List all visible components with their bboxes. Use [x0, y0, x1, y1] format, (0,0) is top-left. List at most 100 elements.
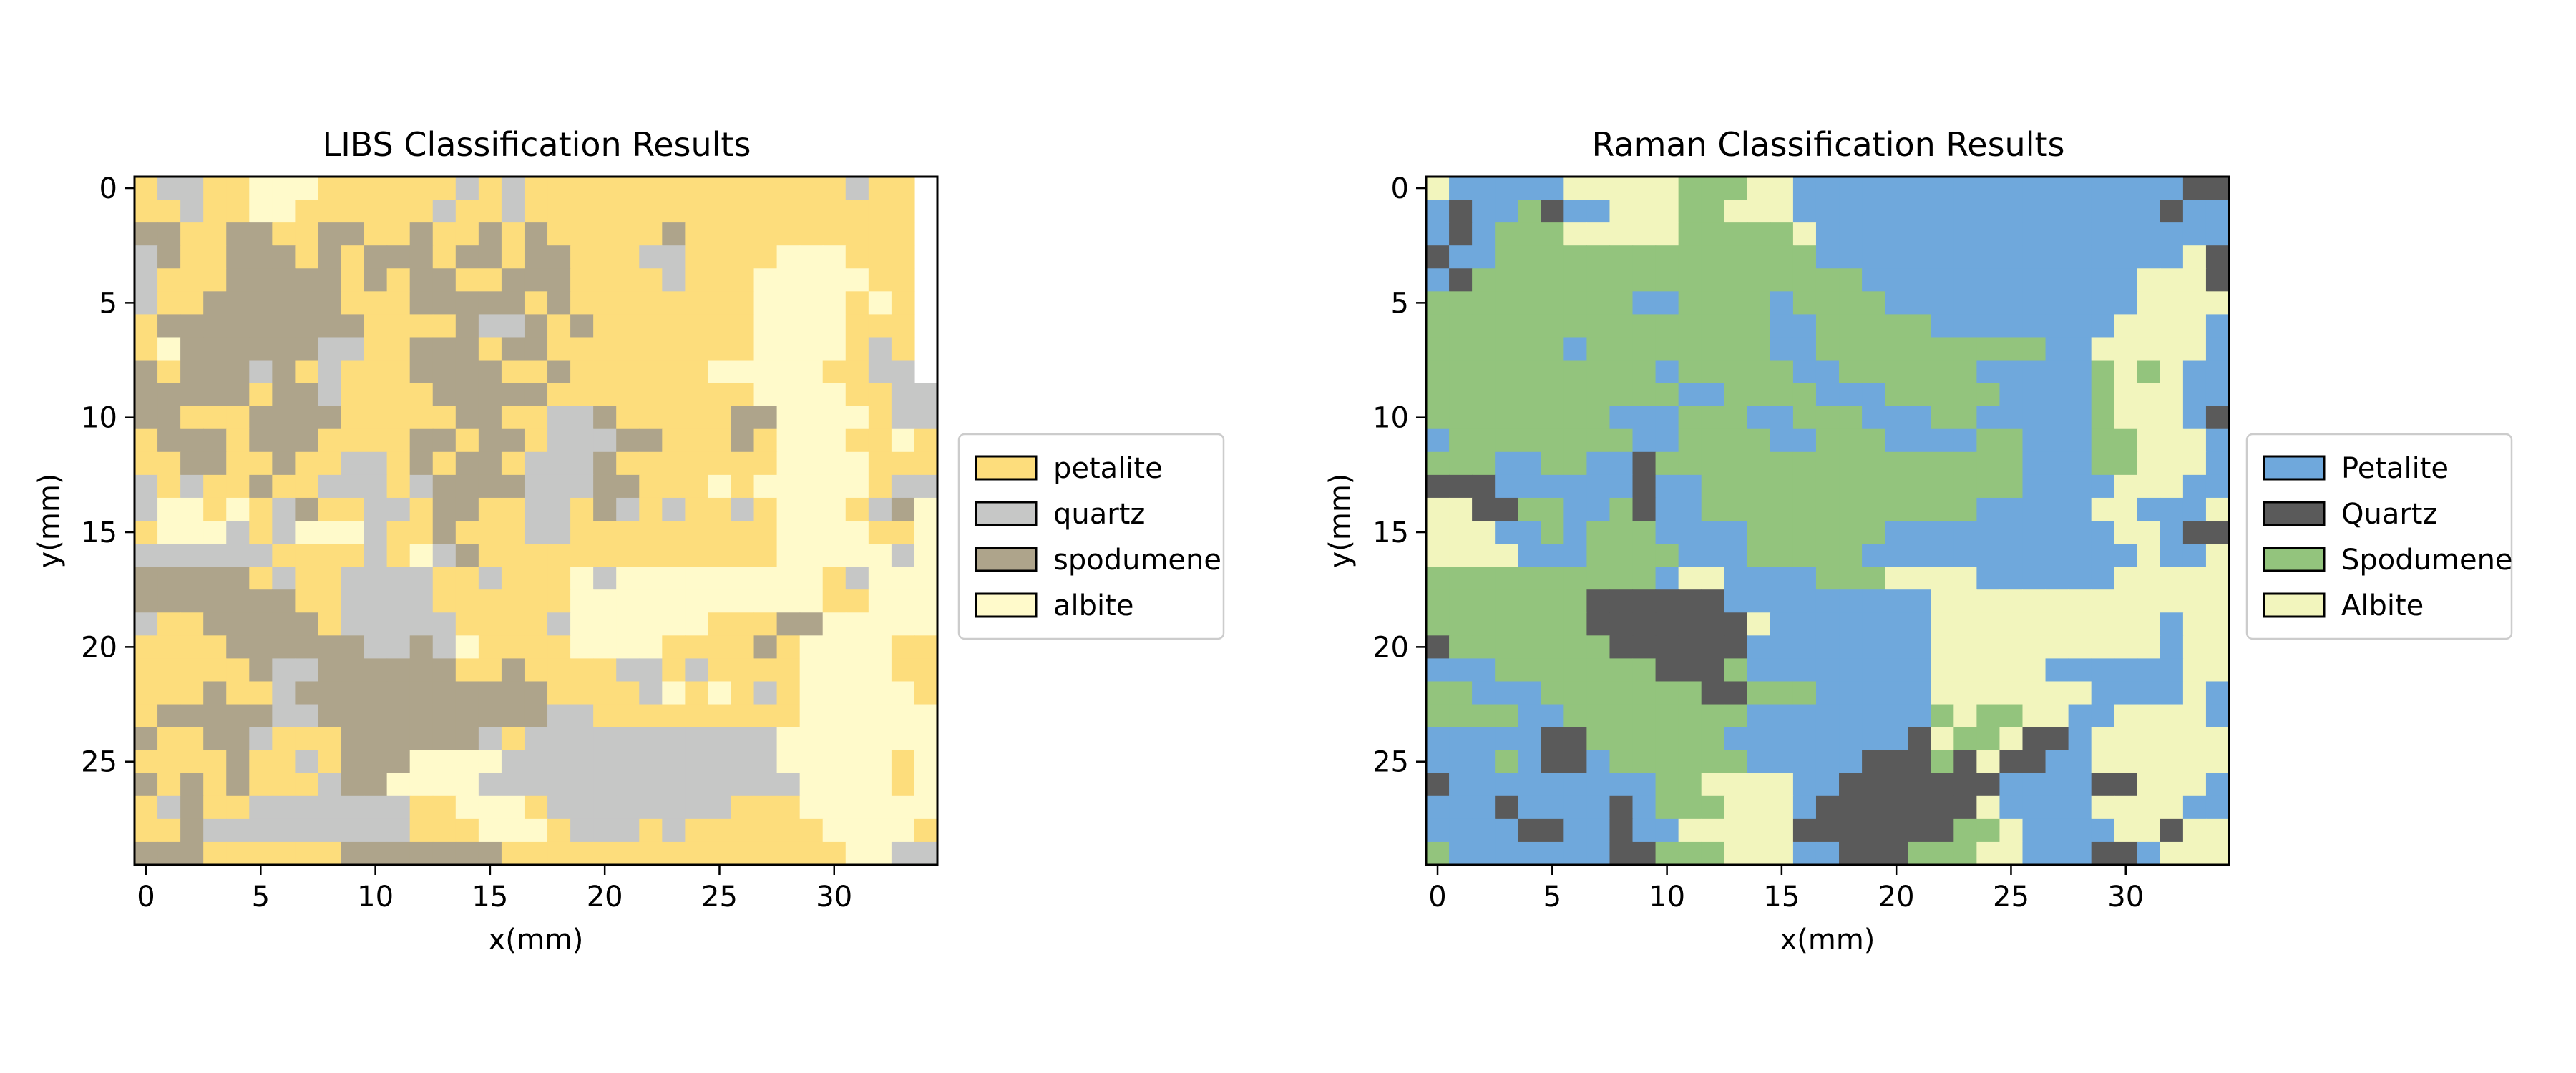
heatmap-cell	[2182, 406, 2207, 430]
heatmap-cell	[501, 222, 525, 246]
legend-label: spodumene	[1053, 544, 1221, 577]
heatmap-cell	[501, 658, 525, 682]
heatmap-cell	[639, 337, 663, 361]
heatmap-cell	[1747, 245, 1771, 269]
heatmap-cell	[341, 841, 365, 866]
heatmap-cell	[1701, 773, 1725, 797]
heatmap-cell	[1770, 841, 1794, 866]
heatmap-cell	[1862, 704, 1885, 728]
heatmap-cell	[799, 406, 824, 430]
heatmap-cell	[249, 818, 273, 843]
heatmap-cell	[1862, 383, 1885, 407]
heatmap-cell	[822, 635, 847, 659]
heatmap-cell	[1632, 337, 1657, 361]
heatmap-cell	[1586, 567, 1611, 590]
heatmap-cell	[1862, 291, 1885, 315]
heatmap-cell	[1999, 474, 2024, 499]
heatmap-cell	[1931, 268, 1954, 292]
heatmap-cell	[1472, 727, 1496, 751]
heatmap-cell	[524, 245, 548, 269]
heatmap-cell	[2091, 291, 2115, 315]
heatmap-cell	[2022, 773, 2046, 797]
heatmap-cell	[1976, 521, 2001, 544]
x-tick-label: 15	[472, 881, 508, 913]
heatmap-cell	[593, 773, 617, 797]
heatmap-cell	[639, 589, 663, 613]
heatmap-cell	[1632, 750, 1657, 774]
heatmap-cell	[547, 567, 571, 590]
heatmap-cell	[478, 383, 502, 407]
heatmap-cell	[1747, 727, 1771, 751]
heatmap-cell	[1724, 635, 1748, 659]
heatmap-cell	[2182, 795, 2207, 820]
heatmap-cell	[868, 268, 892, 292]
heatmap-cell	[455, 589, 479, 613]
heatmap-cell	[776, 200, 801, 223]
heatmap-cell	[1931, 222, 1954, 246]
heatmap-cell	[226, 222, 250, 246]
heatmap-cell	[1426, 567, 1450, 590]
heatmap-cell	[1541, 314, 1564, 338]
heatmap-cell	[1908, 314, 1931, 338]
heatmap-cell	[1792, 337, 1817, 361]
heatmap-cell	[501, 200, 525, 223]
y-tick-label: 5	[1391, 287, 1409, 320]
heatmap-cell	[1678, 841, 1702, 866]
heatmap-cell	[1976, 245, 2001, 269]
heatmap-cell	[547, 360, 571, 384]
heatmap-cell	[799, 544, 824, 567]
heatmap-cell	[1885, 818, 1908, 843]
heatmap-cell	[1541, 841, 1564, 866]
heatmap-cell	[135, 795, 158, 820]
heatmap-cell	[1495, 474, 1518, 499]
heatmap-cell	[845, 177, 869, 200]
heatmap-cell	[570, 474, 594, 499]
heatmap-cell	[799, 521, 824, 544]
heatmap-cell	[914, 428, 938, 453]
heatmap-cell	[1953, 451, 1977, 476]
heatmap-cell	[1931, 795, 1954, 820]
heatmap-cell	[157, 337, 181, 361]
heatmap-cell	[914, 474, 938, 499]
heatmap-cell	[753, 612, 778, 636]
heatmap-cell	[524, 544, 548, 567]
heatmap-cell	[2205, 521, 2230, 544]
heatmap-cell	[1999, 612, 2024, 636]
libs-panel: LIBS Classification Results 0 5 10 15 20 25 30…	[33, 125, 1225, 956]
heatmap-cell	[1426, 681, 1450, 705]
heatmap-cell	[2205, 795, 2230, 820]
heatmap-cell	[226, 451, 250, 476]
heatmap-cell	[1655, 474, 1679, 499]
heatmap-cell	[685, 314, 709, 338]
heatmap-cell	[1655, 177, 1679, 200]
heatmap-cell	[203, 750, 227, 774]
heatmap-cell	[1678, 612, 1702, 636]
heatmap-cell	[891, 314, 915, 338]
heatmap-cell	[708, 360, 732, 384]
heatmap-cell	[753, 314, 778, 338]
heatmap-cell	[1792, 360, 1817, 384]
heatmap-cell	[386, 314, 411, 338]
heatmap-cell	[708, 544, 732, 567]
heatmap-cell	[1839, 635, 1863, 659]
heatmap-cell	[409, 681, 434, 705]
heatmap-cell	[1426, 521, 1450, 544]
heatmap-cell	[157, 245, 181, 269]
heatmap-cell	[2137, 841, 2161, 866]
heatmap-cell	[593, 521, 617, 544]
heatmap-cell	[1655, 497, 1679, 521]
heatmap-cell	[1495, 406, 1518, 430]
heatmap-cell	[1770, 177, 1794, 200]
heatmap-cell	[662, 727, 686, 751]
heatmap-cell	[1495, 544, 1518, 567]
heatmap-cell	[1426, 177, 1450, 200]
heatmap-cell	[2045, 658, 2069, 682]
heatmap-cell	[1724, 268, 1748, 292]
heatmap-cell	[1953, 818, 1977, 843]
heatmap-cell	[1541, 406, 1564, 430]
heatmap-cell	[501, 818, 525, 843]
heatmap-cell	[524, 200, 548, 223]
heatmap-cell	[364, 589, 388, 613]
heatmap-cell	[203, 818, 227, 843]
heatmap-cell	[547, 750, 571, 774]
